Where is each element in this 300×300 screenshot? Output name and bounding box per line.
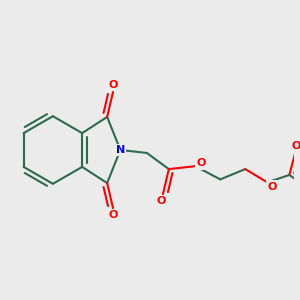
Text: O: O (108, 80, 118, 90)
Text: N: N (116, 145, 125, 155)
Text: O: O (196, 158, 206, 168)
Text: O: O (292, 141, 300, 151)
Text: O: O (108, 210, 118, 220)
Text: O: O (157, 196, 166, 206)
Text: O: O (267, 182, 276, 192)
